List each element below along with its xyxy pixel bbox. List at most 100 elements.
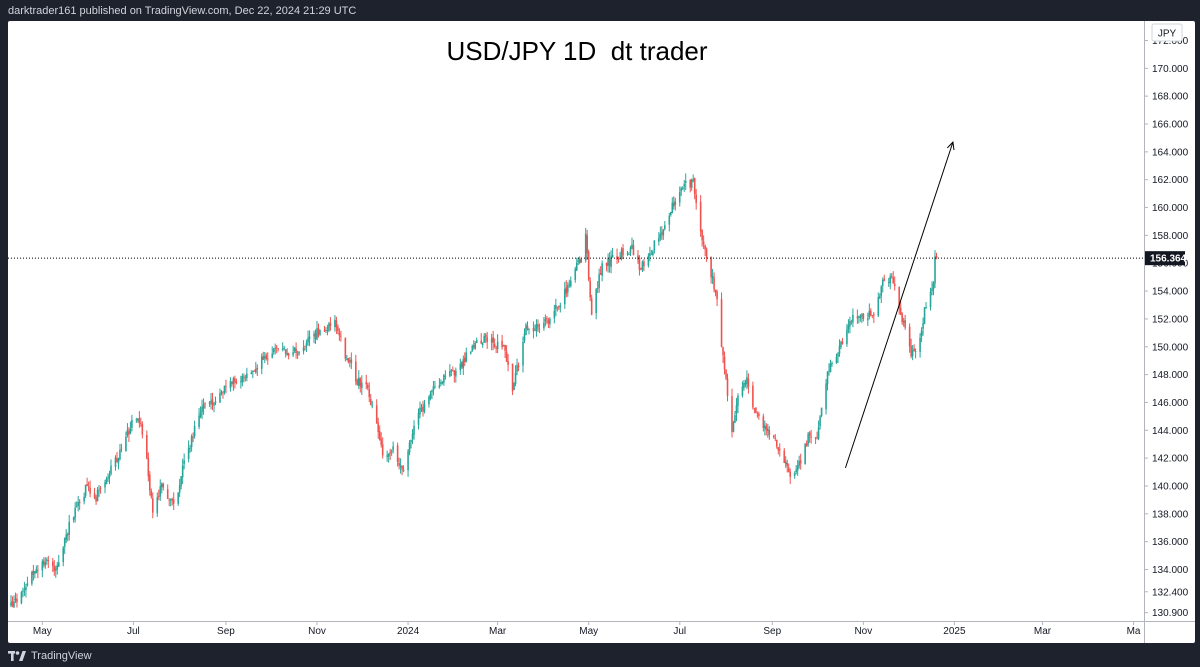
chart-frame[interactable]: 172.000170.000168.000166.000164.000162.0… bbox=[8, 21, 1195, 643]
candle-body bbox=[752, 385, 754, 408]
candle-body bbox=[387, 453, 390, 457]
time-tick-label: Mar bbox=[1034, 626, 1052, 637]
price-tick-label: 142.000 bbox=[1152, 454, 1189, 465]
candle-body bbox=[420, 407, 423, 410]
candle bbox=[731, 388, 733, 438]
candle-body bbox=[225, 385, 227, 387]
candle-body bbox=[620, 249, 623, 259]
candle-body bbox=[577, 260, 580, 262]
candle-body bbox=[732, 422, 735, 432]
candle bbox=[914, 348, 917, 359]
candle bbox=[558, 305, 560, 311]
candle-body bbox=[889, 276, 892, 284]
candle-body bbox=[250, 372, 253, 375]
candle-body bbox=[243, 376, 245, 378]
price-tick-label: 130.900 bbox=[1152, 608, 1189, 619]
candle bbox=[53, 560, 56, 576]
candle bbox=[162, 482, 165, 491]
candle bbox=[493, 338, 496, 349]
candle-body bbox=[669, 211, 672, 215]
candle bbox=[768, 426, 771, 440]
candle-body bbox=[368, 389, 371, 398]
candle bbox=[31, 570, 33, 586]
candle-body bbox=[117, 458, 120, 464]
candle-body bbox=[72, 517, 75, 521]
candle bbox=[799, 453, 802, 470]
candle bbox=[701, 229, 703, 247]
candle bbox=[753, 407, 756, 414]
candle-body bbox=[837, 353, 839, 357]
candle-body bbox=[767, 428, 769, 432]
candle-body bbox=[131, 420, 133, 428]
candle-body bbox=[925, 307, 927, 309]
candle-body bbox=[580, 259, 583, 263]
candle bbox=[516, 358, 518, 376]
candle-body bbox=[641, 261, 644, 270]
currency-label-box[interactable] bbox=[1151, 23, 1183, 42]
candle bbox=[99, 485, 102, 494]
candle-body bbox=[828, 370, 830, 372]
candle bbox=[131, 414, 133, 432]
candle bbox=[420, 403, 423, 413]
footer[interactable]: TradingView bbox=[8, 646, 92, 666]
candle bbox=[110, 459, 112, 476]
candle bbox=[438, 378, 441, 389]
candle bbox=[513, 382, 515, 391]
candle-body bbox=[443, 374, 445, 383]
candle-body bbox=[314, 333, 317, 339]
arrow-up-right-icon[interactable] bbox=[844, 141, 955, 469]
candle-body bbox=[166, 489, 169, 499]
candle bbox=[13, 595, 15, 609]
candle-body bbox=[292, 352, 294, 356]
candle bbox=[919, 333, 921, 358]
price-tick-label: 134.000 bbox=[1152, 565, 1189, 576]
candle-body bbox=[355, 361, 357, 382]
candle-body bbox=[77, 501, 79, 506]
price-tick-label: 160.000 bbox=[1152, 203, 1189, 214]
candle-body bbox=[768, 430, 771, 436]
candle bbox=[584, 227, 587, 263]
candle bbox=[86, 477, 88, 487]
candle bbox=[126, 423, 129, 438]
candle bbox=[638, 255, 641, 276]
candle-body bbox=[190, 436, 193, 448]
candle-body bbox=[272, 348, 275, 353]
candle bbox=[725, 369, 727, 381]
candle bbox=[672, 196, 675, 210]
candle bbox=[892, 271, 895, 284]
candle bbox=[295, 342, 297, 359]
candle bbox=[890, 273, 893, 279]
candle bbox=[307, 330, 309, 346]
candle bbox=[632, 239, 635, 256]
candle bbox=[208, 401, 211, 407]
candle-body bbox=[116, 458, 118, 463]
candle-body bbox=[480, 340, 483, 344]
candle bbox=[450, 368, 453, 377]
trend-arrow-head bbox=[947, 141, 955, 151]
candle-body bbox=[555, 304, 557, 310]
candle-body bbox=[23, 589, 26, 591]
candle bbox=[674, 197, 677, 211]
candle bbox=[804, 443, 806, 465]
candle-body bbox=[211, 399, 214, 405]
candle bbox=[820, 407, 823, 418]
price-chart[interactable]: 172.000170.000168.000166.000164.000162.0… bbox=[8, 21, 1195, 643]
price-tick-label: 164.000 bbox=[1152, 147, 1189, 158]
candle bbox=[422, 400, 424, 417]
candle bbox=[599, 266, 602, 275]
candle-body bbox=[168, 499, 171, 501]
candle bbox=[746, 370, 748, 390]
candle bbox=[378, 425, 381, 441]
candle bbox=[720, 292, 723, 348]
candle-body bbox=[13, 601, 15, 608]
candle bbox=[220, 390, 223, 396]
candle-body bbox=[126, 429, 129, 436]
candle-body bbox=[204, 403, 206, 405]
candle-body bbox=[160, 483, 163, 488]
candle-body bbox=[638, 257, 641, 270]
candle-body bbox=[726, 378, 729, 396]
candle-body bbox=[711, 275, 714, 279]
candle bbox=[555, 298, 557, 317]
candle bbox=[431, 389, 433, 400]
candle-body bbox=[151, 498, 154, 513]
